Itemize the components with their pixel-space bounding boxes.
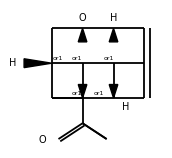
Text: or1: or1 xyxy=(52,56,63,61)
Text: or1: or1 xyxy=(103,56,114,61)
Text: H: H xyxy=(110,13,117,23)
Text: O: O xyxy=(79,13,86,23)
Text: H: H xyxy=(9,58,16,68)
Text: or1: or1 xyxy=(71,91,82,96)
Text: H: H xyxy=(122,102,130,112)
Polygon shape xyxy=(24,59,52,68)
Polygon shape xyxy=(109,85,118,98)
Polygon shape xyxy=(109,28,118,42)
Text: or1: or1 xyxy=(71,56,82,61)
Text: or1: or1 xyxy=(94,91,104,96)
Text: O: O xyxy=(39,135,46,145)
Polygon shape xyxy=(78,85,87,98)
Polygon shape xyxy=(78,28,87,42)
